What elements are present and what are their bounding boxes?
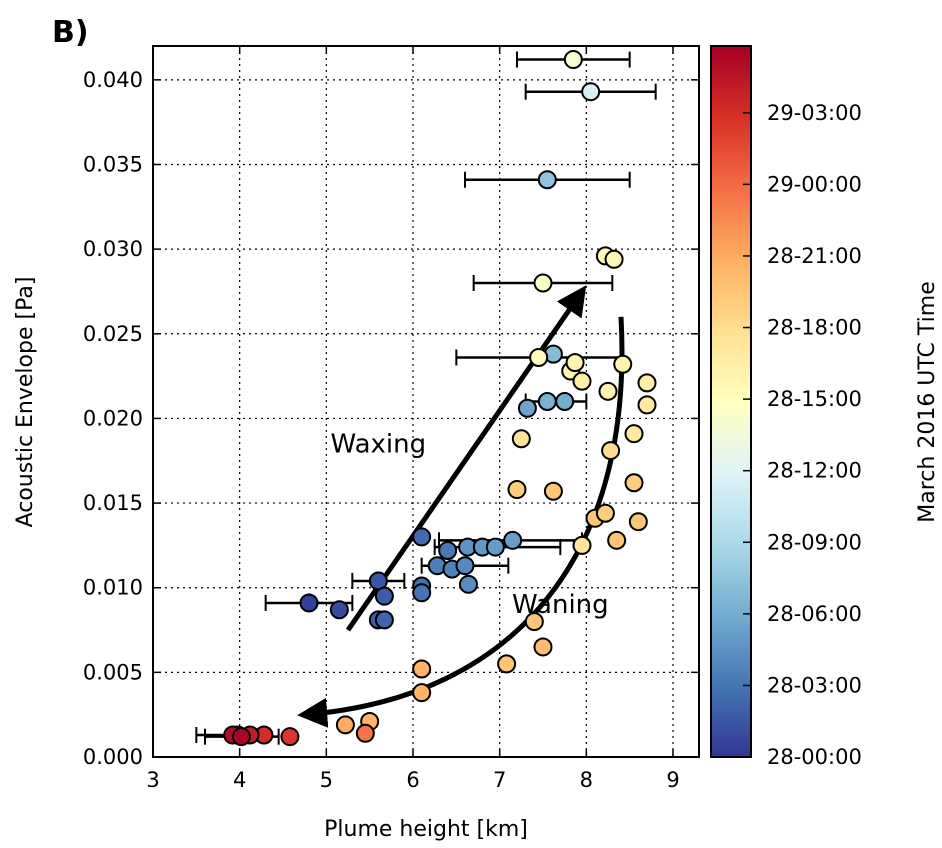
data-point <box>604 249 624 269</box>
data-point <box>537 170 557 190</box>
y-axis-label: Acoustic Envelope [Pa] <box>13 277 38 528</box>
data-point <box>299 593 319 613</box>
data-point <box>529 347 549 367</box>
data-point <box>601 441 621 461</box>
data-point <box>524 612 544 632</box>
y-tick-label: 0.010 <box>83 576 143 600</box>
y-axis-ticks: 0.000 0.005 0.010 0.015 0.020 0.025 0.030 0.035… <box>83 68 699 769</box>
colorbar-tick-label: 28-18:00 <box>767 316 862 340</box>
x-tick-label: 4 <box>233 768 246 792</box>
plot-frame <box>152 45 700 758</box>
data-points <box>223 50 657 747</box>
data-point <box>517 398 537 418</box>
colorbar-tick-label: 29-03:00 <box>767 101 862 125</box>
data-point <box>412 659 432 679</box>
x-tick-label: 7 <box>493 768 506 792</box>
x-tick-label: 5 <box>320 768 333 792</box>
x-tick-label: 9 <box>666 768 679 792</box>
y-tick-label: 0.005 <box>83 660 143 684</box>
data-point <box>565 353 585 373</box>
data-point <box>329 600 349 620</box>
data-point <box>543 481 563 501</box>
y-tick-label: 0.040 <box>83 68 143 92</box>
data-point <box>455 556 475 576</box>
data-point <box>624 424 644 444</box>
data-point <box>335 715 355 735</box>
x-axis-ticks: 3 4 5 6 7 8 9 <box>146 46 680 792</box>
y-tick-label: 0.035 <box>83 153 143 177</box>
y-tick-label: 0.015 <box>83 491 143 515</box>
data-point <box>598 381 618 401</box>
data-point <box>280 727 300 747</box>
colorbar-tick-label: 28-21:00 <box>767 244 862 268</box>
data-point <box>507 480 527 500</box>
data-point <box>563 50 583 70</box>
data-point <box>628 512 648 532</box>
data-point <box>412 683 432 703</box>
colorbar-ticks: 28-00:00 28-03:00 28-06:00 28-09:00 28-12:00… <box>743 101 862 769</box>
data-point <box>374 610 394 630</box>
x-tick-label: 3 <box>146 768 159 792</box>
waxing-arrow <box>345 285 587 632</box>
data-point <box>503 530 523 550</box>
annotations: Waxing Waning <box>331 429 609 620</box>
data-point <box>555 392 575 411</box>
y-tick-label: 0.020 <box>83 406 143 430</box>
trend-arrows <box>297 285 625 728</box>
colorbar-tick-label: 28-03:00 <box>767 673 862 697</box>
colorbar-tick-label: 28-09:00 <box>767 530 862 554</box>
data-point <box>624 473 644 493</box>
colorbar-tick-label: 28-15:00 <box>767 387 862 411</box>
colorbar: 28-00:00 28-03:00 28-06:00 28-09:00 28-12:00… <box>710 45 940 769</box>
grid <box>152 46 699 758</box>
panel-label: B) <box>52 15 89 50</box>
y-tick-label: 0.030 <box>83 237 143 261</box>
data-point <box>572 371 592 391</box>
data-point <box>374 586 394 606</box>
colorbar-tick-label: 28-06:00 <box>767 602 862 626</box>
data-point <box>438 540 458 560</box>
data-point <box>537 392 557 411</box>
data-point <box>485 537 505 557</box>
y-tick-label: 0.025 <box>83 322 143 346</box>
annotation-waning: Waning <box>512 590 609 620</box>
data-point <box>595 503 615 523</box>
colorbar-tick-label: 29-00:00 <box>767 172 862 196</box>
x-tick-label: 8 <box>580 768 593 792</box>
x-axis-label: Plume height [km] <box>324 817 528 842</box>
y-tick-label: 0.000 <box>83 745 143 769</box>
data-point <box>607 530 627 550</box>
data-point <box>533 637 553 657</box>
annotation-waxing: Waxing <box>331 429 427 459</box>
colorbar-label: March 2016 UTC Time <box>915 281 940 522</box>
data-point <box>581 82 601 102</box>
data-point <box>637 395 657 415</box>
data-point <box>355 723 375 743</box>
data-point <box>412 583 432 603</box>
data-point <box>511 429 531 449</box>
data-point <box>458 574 478 594</box>
x-tick-label: 6 <box>406 768 419 792</box>
data-point <box>497 654 517 674</box>
data-point <box>637 373 657 393</box>
colorbar-gradient <box>710 45 752 758</box>
colorbar-tick-label: 28-00:00 <box>767 745 862 769</box>
data-point <box>231 727 251 747</box>
data-point <box>412 527 432 547</box>
waning-arrow <box>297 316 625 728</box>
data-point <box>533 273 553 293</box>
data-point <box>613 354 633 374</box>
data-point <box>572 535 592 555</box>
colorbar-tick-label: 28-12:00 <box>767 459 862 483</box>
